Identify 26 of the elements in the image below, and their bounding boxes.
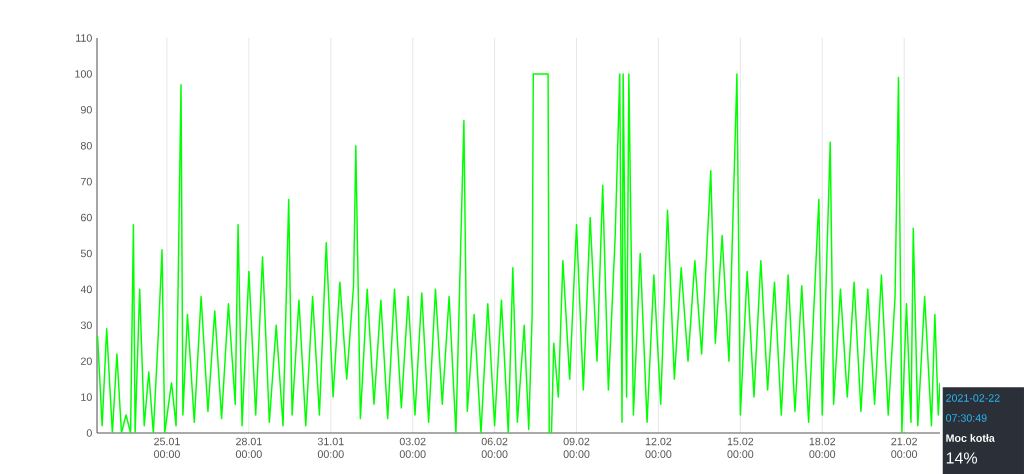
y-tick-label: 60	[80, 213, 92, 222]
x-tick-label: 31.01 00:00	[317, 437, 344, 458]
x-tick-label: 06.02 00:00	[481, 437, 508, 458]
y-tick-label: 90	[80, 106, 92, 114]
y-tick-label: 0	[86, 429, 92, 437]
x-tick-label: 21.02 00:00	[891, 437, 918, 458]
y-tick-label: 100	[75, 70, 92, 78]
y-tick-label: 80	[80, 141, 92, 150]
y-tick-label: 110	[76, 34, 92, 42]
text: Moc kotła	[946, 434, 995, 442]
y-tick-label: 30	[80, 321, 92, 330]
x-tick-label: 25.01 00:00	[154, 437, 180, 458]
text: 14%	[946, 452, 978, 464]
text: 2021-02-22	[946, 394, 1000, 402]
y-tick-label: 70	[80, 177, 92, 186]
x-tick-label: 09.02 00:00	[563, 437, 590, 458]
y-tick-label: 10	[81, 393, 92, 401]
x-tick-label: 12.02 00:00	[645, 437, 672, 458]
x-tick-label: 18.02 00:00	[809, 437, 836, 458]
y-tick-label: 20	[80, 357, 92, 365]
y-tick-label: 40	[80, 285, 92, 294]
text: 07:30:49	[946, 414, 987, 422]
y-tick-label: 50	[80, 249, 92, 258]
x-tick-label: 03.02 00:00	[399, 437, 426, 458]
x-tick-label: 15.02 00:00	[727, 437, 754, 458]
x-tick-label: 28.01 00:00	[235, 437, 262, 458]
